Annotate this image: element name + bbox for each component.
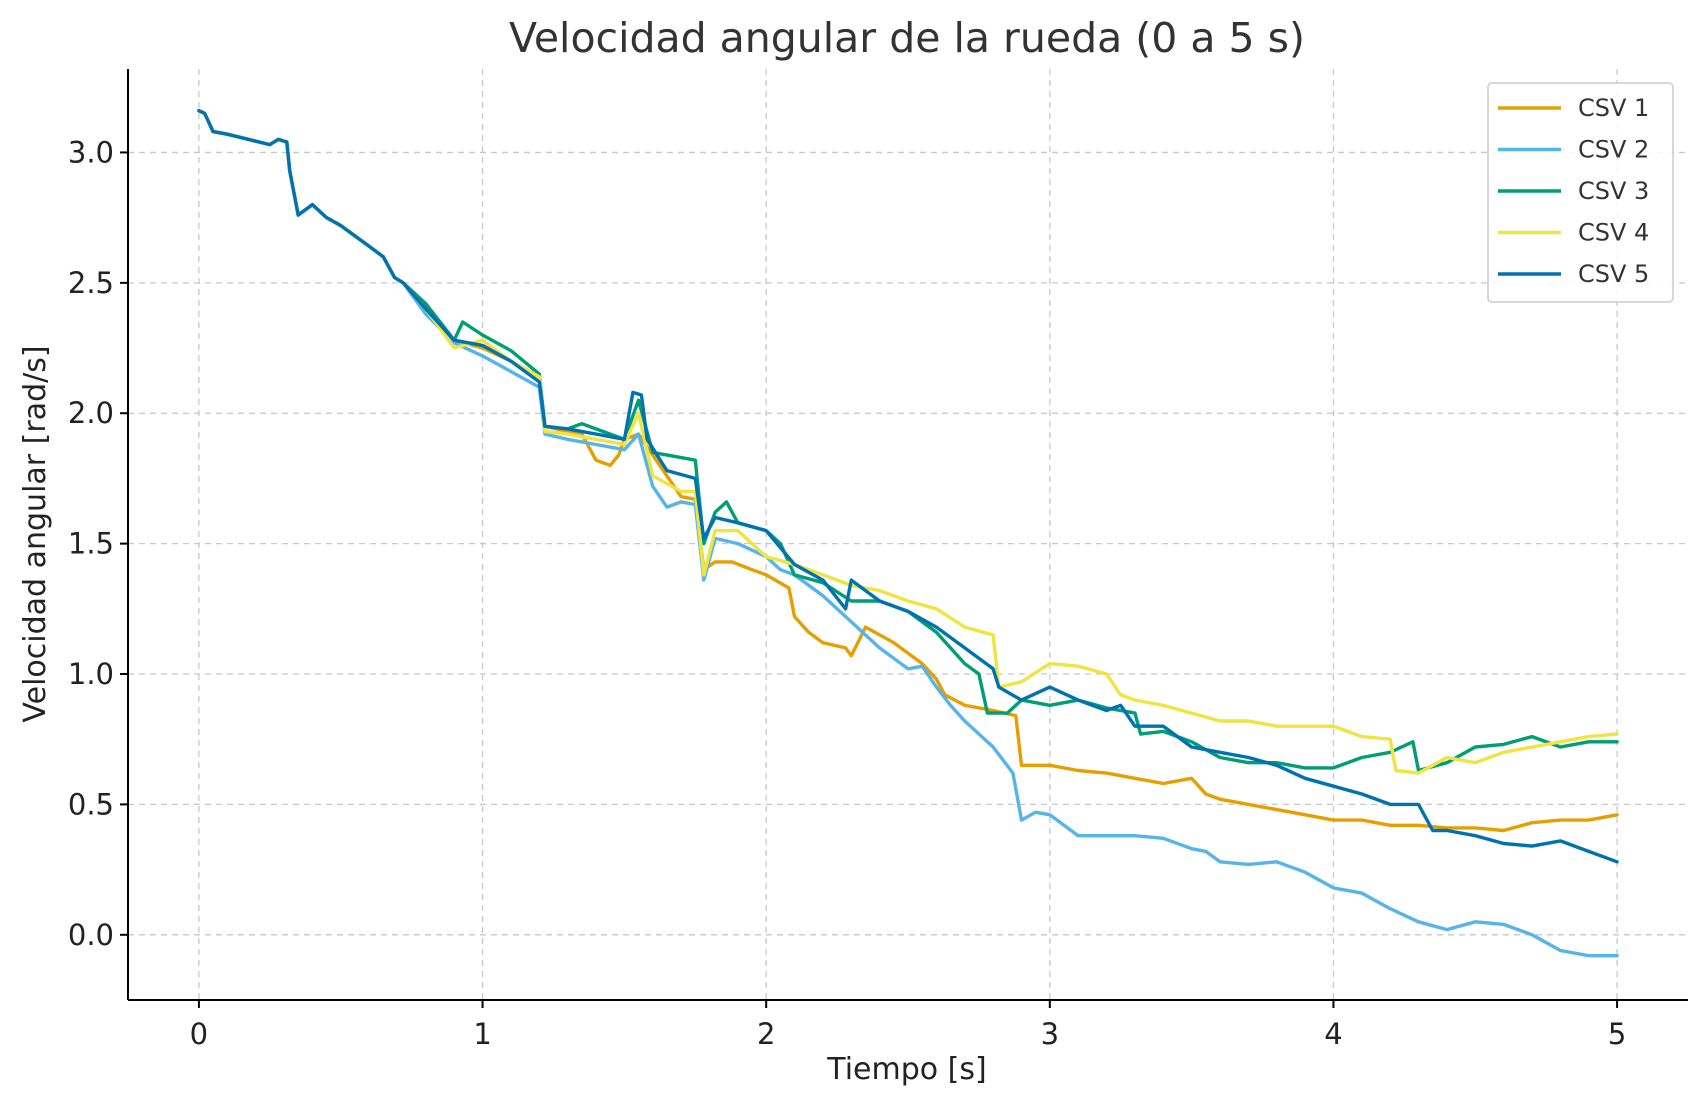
legend-label-csv-1: CSV 1 — [1578, 94, 1649, 122]
legend-label-csv-2: CSV 2 — [1578, 136, 1649, 164]
series-line-csv-5 — [197, 108, 1619, 864]
x-ticks: 0 1 2 3 4 5 — [190, 1000, 1626, 1051]
x-tick-label: 4 — [1324, 1017, 1342, 1051]
legend-label-csv-5: CSV 5 — [1578, 260, 1649, 288]
y-tick-label: 1.0 — [68, 657, 114, 691]
legend-label-csv-3: CSV 3 — [1578, 177, 1649, 205]
legend-frame — [1487, 82, 1674, 303]
x-tick-label: 5 — [1608, 1017, 1626, 1051]
x-tick-label: 2 — [757, 1017, 775, 1051]
x-tick-label: 3 — [1041, 1017, 1059, 1051]
grid — [128, 69, 1688, 1000]
series-line-csv-3 — [197, 108, 1619, 773]
series-line-csv-2 — [197, 108, 1619, 958]
x-tick-label: 1 — [473, 1017, 491, 1051]
plot-area — [197, 108, 1619, 958]
legend: CSV 1 CSV 2 CSV 3 CSV 4 CSV 5 — [1487, 82, 1674, 303]
y-ticks: 0.0 0.5 1.0 1.5 2.0 2.5 3.0 — [68, 135, 128, 952]
legend-label-csv-4: CSV 4 — [1578, 219, 1649, 247]
axes — [127, 69, 1688, 1001]
y-tick-label: 0.5 — [68, 787, 114, 821]
y-tick-label: 1.5 — [68, 527, 114, 561]
y-tick-label: 0.0 — [68, 918, 114, 952]
y-tick-label: 3.0 — [68, 135, 114, 169]
x-axis-label: Tiempo [s] — [826, 1052, 986, 1087]
y-tick-label: 2.5 — [68, 266, 114, 300]
chart-title: Velocidad angular de la rueda (0 a 5 s) — [509, 14, 1305, 62]
series-line-csv-1 — [197, 108, 1619, 833]
y-tick-label: 2.0 — [68, 396, 114, 430]
y-axis-label: Velocidad angular [rad/s] — [18, 345, 53, 722]
x-tick-label: 0 — [190, 1017, 208, 1051]
